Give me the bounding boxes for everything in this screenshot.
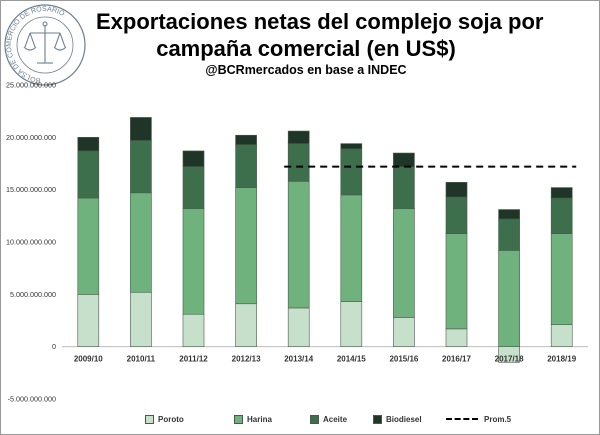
legend-swatch-harina <box>234 414 243 424</box>
bar-poroto <box>182 313 205 347</box>
x-tick-label: 2009/10 <box>74 355 103 364</box>
legend-label-harina: Harina <box>247 414 272 424</box>
bar-biodiesel <box>393 152 415 167</box>
bar-aceite <box>182 166 205 209</box>
bar-biodiesel <box>340 143 363 150</box>
legend: Poroto Harina Aceite Biodiesel Prom.5 <box>0 411 600 427</box>
bar-harina <box>393 208 415 318</box>
bar-poroto <box>130 291 152 347</box>
y-tick-label: 0 <box>52 342 56 351</box>
bar-poroto <box>340 301 363 347</box>
bar-aceite <box>393 166 415 209</box>
legend-swatch-biodiesel <box>373 414 382 424</box>
x-tick-label: 2014/15 <box>337 355 366 364</box>
x-tick-label: 2010/11 <box>127 355 156 364</box>
bar-poroto <box>550 324 573 347</box>
bar-harina <box>287 180 310 309</box>
y-tick-label: 20.000.000.000 <box>6 133 56 142</box>
bar-aceite <box>287 143 310 182</box>
legend-item-aceite: Aceite <box>310 411 347 427</box>
bar-biodiesel <box>445 182 468 198</box>
x-tick-label: 2011/12 <box>179 355 208 364</box>
bar-poroto <box>445 328 468 347</box>
y-tick-label: 15.000.000.000 <box>6 185 56 194</box>
x-tick-label: 2012/13 <box>232 355 261 364</box>
scales-icon <box>23 21 67 64</box>
legend-label-biodiesel: Biodiesel <box>386 414 422 424</box>
chart-title-line-1: Exportaciones netas del complejo soja po… <box>96 9 544 34</box>
bar-aceite <box>550 197 573 234</box>
bar-aceite <box>498 218 520 251</box>
bar-harina <box>498 250 520 347</box>
bar-poroto <box>287 307 310 347</box>
bar-poroto <box>235 303 257 347</box>
bar-biodiesel <box>287 130 310 144</box>
chart-subtitle: @BCRmercados en base a INDEC <box>205 63 407 77</box>
bars <box>77 117 573 363</box>
bar-biodiesel <box>182 150 205 167</box>
legend-item-poroto: Poroto <box>145 411 184 427</box>
bar-aceite <box>235 144 257 188</box>
x-tick-label: 2013/14 <box>284 355 313 364</box>
chart-title: Exportaciones netas del complejo soja po… <box>96 8 544 62</box>
bar-poroto <box>77 294 100 347</box>
y-tick-label: -5.000.000.000 <box>8 395 56 404</box>
y-tick-label: 25.000.000.000 <box>6 81 56 90</box>
bcr-logo: BOLSA DE COMERCIO DE ROSARIO <box>4 4 86 86</box>
x-tick-label: 2016/17 <box>442 355 471 364</box>
bar-biodiesel <box>77 137 100 152</box>
bar-harina <box>550 233 573 325</box>
bar-harina <box>445 233 468 330</box>
bar-biodiesel <box>130 117 152 141</box>
bar-aceite <box>445 196 468 234</box>
bar-aceite <box>340 148 363 196</box>
bar-harina <box>182 208 205 315</box>
y-tick-label: 10.000.000.000 <box>6 238 56 247</box>
legend-swatch-aceite <box>310 414 319 424</box>
bar-aceite <box>130 140 152 194</box>
legend-item-prom5: Prom.5 <box>446 411 511 427</box>
y-tick-label: 5.000.000.000 <box>10 290 56 299</box>
legend-label-aceite: Aceite <box>323 414 348 424</box>
bar-biodiesel <box>498 209 520 220</box>
legend-item-biodiesel: Biodiesel <box>373 411 422 427</box>
bar-biodiesel <box>550 187 573 199</box>
bar-aceite <box>77 150 100 199</box>
bar-harina <box>77 197 100 295</box>
x-tick-label: 2018/19 <box>547 355 576 364</box>
bar-harina <box>235 187 257 305</box>
legend-swatch-poroto <box>145 414 154 424</box>
legend-item-harina: Harina <box>234 411 272 427</box>
x-tick-label: 2017/18 <box>495 355 524 364</box>
stacked-bar-chart: -5.000.000.000 0 5.000.000.000 10.000.000.0… <box>6 81 588 404</box>
bar-poroto <box>393 317 415 347</box>
chart-title-line-2: campaña comercial (en US$) <box>156 36 456 61</box>
legend-swatch-prom5 <box>446 418 478 420</box>
x-tick-label: 2015/16 <box>389 355 418 364</box>
bar-harina <box>340 194 363 302</box>
bar-biodiesel <box>235 134 257 145</box>
legend-label-prom5: Prom.5 <box>484 414 512 424</box>
bar-harina <box>130 192 152 293</box>
legend-label-poroto: Poroto <box>158 414 184 424</box>
x-axis: 2009/10 2010/11 2011/12 2012/13 2013/14 2014/… <box>74 355 577 364</box>
